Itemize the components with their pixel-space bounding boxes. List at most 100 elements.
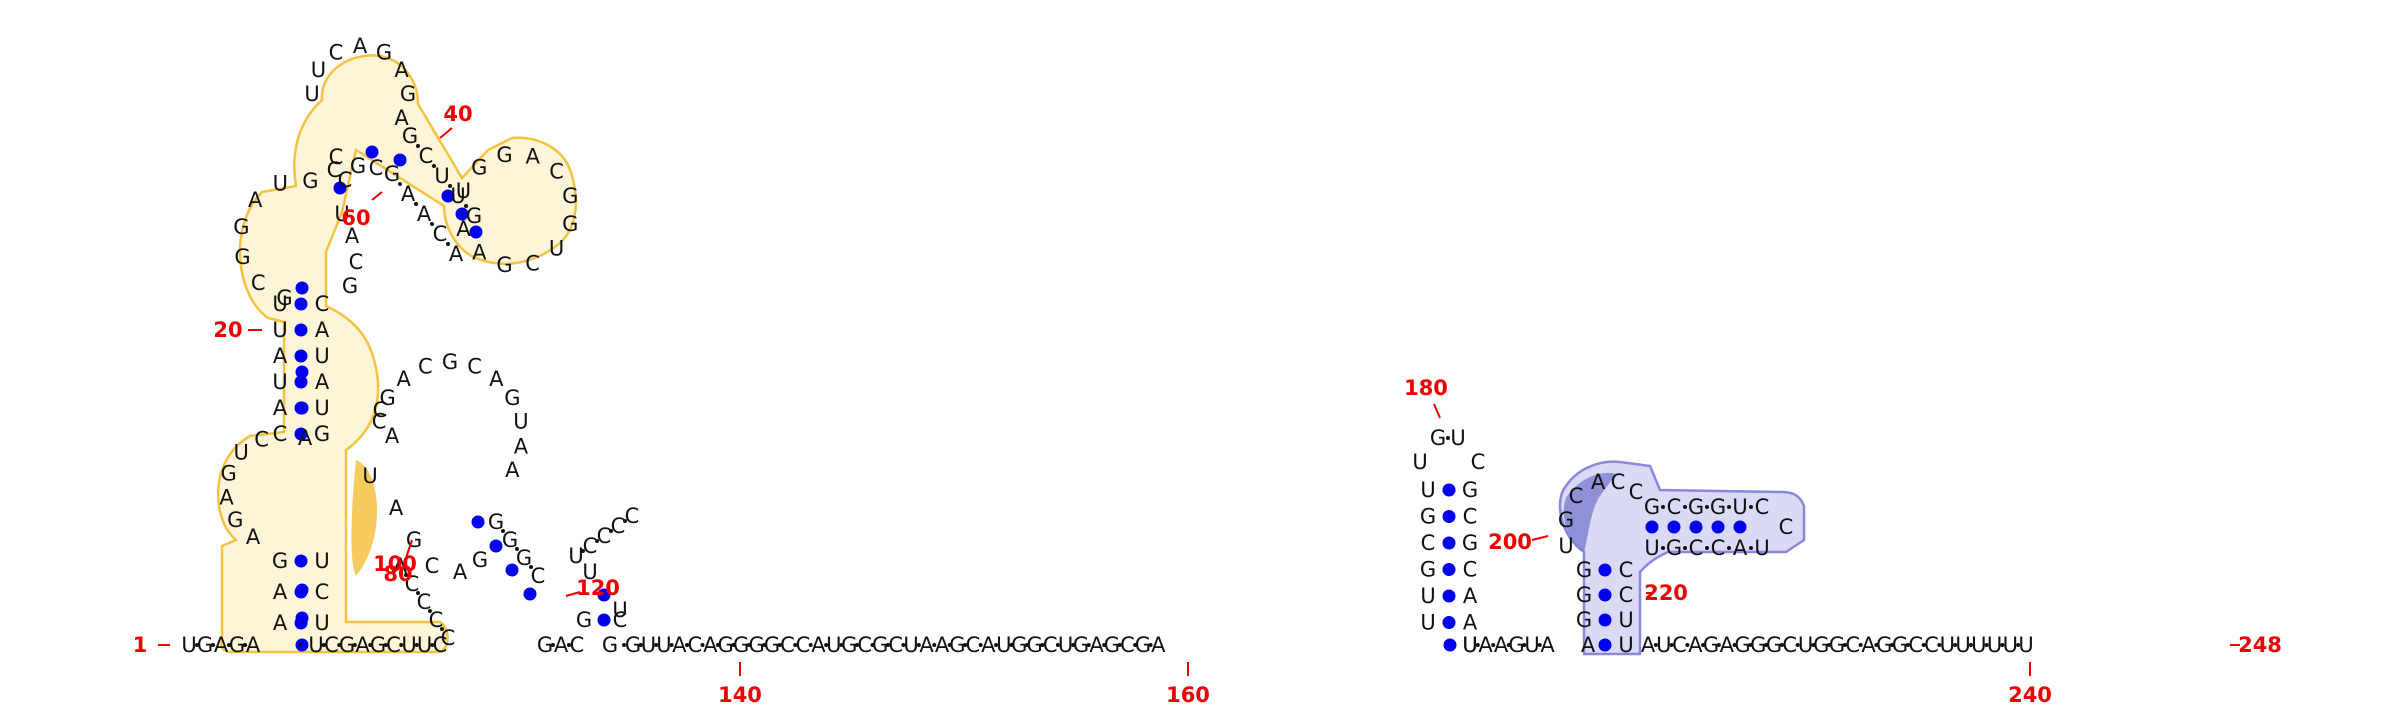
nucleotide: A — [246, 633, 261, 657]
nucleotide: A — [489, 367, 504, 391]
backbone-link — [1009, 643, 1014, 647]
backbone-link — [793, 643, 798, 647]
nucleotide: C — [315, 292, 330, 316]
arm-nucleotide: C — [1755, 495, 1770, 519]
nucleotide: A — [1581, 633, 1596, 657]
nucleotide: C — [329, 40, 344, 64]
backbone-nucleotide: G — [1876, 633, 1892, 657]
number-tick — [1433, 403, 1441, 419]
nucleotide: U — [513, 409, 528, 433]
backbone-link — [947, 643, 952, 647]
position-number: 100 — [373, 552, 417, 576]
base-pair-layer — [294, 145, 1747, 652]
backbone-link — [1827, 643, 1832, 647]
nucleotide: A — [246, 525, 261, 549]
backbone-link — [432, 164, 436, 168]
nucleotide: C — [597, 524, 612, 548]
backbone-nucleotide: G — [1813, 633, 1829, 657]
backbone-link — [446, 242, 450, 246]
backbone-nucleotide: A — [672, 633, 687, 657]
stem-nucleotide: C — [1619, 558, 1634, 582]
nucleotide: U — [456, 179, 471, 203]
stem-nucleotide: U — [1420, 611, 1435, 635]
nucleotide: U — [568, 544, 583, 568]
backbone-link — [464, 204, 468, 208]
nucleotide: A — [273, 611, 288, 635]
stem-nucleotide: U — [1558, 534, 1573, 558]
nucleotide: A — [315, 318, 330, 342]
nucleotide: G — [227, 508, 243, 532]
base-pair-dot — [295, 611, 309, 625]
backbone-link — [1683, 546, 1687, 550]
position-number: 140 — [718, 683, 762, 707]
nucleotide: U — [434, 164, 449, 188]
arm-nucleotide: A — [1733, 536, 1748, 560]
nucleotide: A — [514, 435, 529, 459]
backbone-nucleotide: G — [841, 633, 857, 657]
backbone-link — [1779, 643, 1784, 647]
backbone-link — [416, 144, 420, 148]
nucleotide: C — [467, 354, 482, 378]
loop-nucleotide: G — [1430, 426, 1446, 450]
backbone-nucleotide: G — [764, 633, 780, 657]
nucleotide: U — [612, 598, 627, 622]
backbone-link — [337, 643, 342, 647]
backbone-nucleotide: U — [1987, 633, 2002, 657]
backbone-link — [700, 643, 705, 647]
nucleotide: C — [386, 633, 401, 657]
backbone-nucleotide: G — [1829, 633, 1845, 657]
backbone-nucleotide: A — [1540, 633, 1555, 657]
backbone-link — [398, 182, 402, 186]
backbone-link — [824, 643, 829, 647]
backbone-nucleotide: U — [2003, 633, 2018, 657]
nucleotide: C — [329, 145, 344, 169]
backbone-nucleotide: C — [1908, 633, 1923, 657]
backbone-link — [870, 643, 875, 647]
stem-nucleotide: G — [1420, 558, 1436, 582]
yellow-highlight-accent — [351, 460, 378, 576]
arm-nucleotide: G — [1710, 495, 1726, 519]
nucleotide: G — [504, 386, 520, 410]
backbone-link — [777, 643, 782, 647]
nucleotide: U — [334, 202, 349, 226]
backbone-link — [1749, 546, 1753, 550]
base-pair-dot — [393, 153, 407, 167]
nucleotide: A — [315, 370, 330, 394]
loop-nucleotide: C — [1629, 480, 1644, 504]
backbone-link — [1086, 643, 1091, 647]
position-number: 80 — [383, 562, 412, 586]
base-pair-dot — [455, 207, 469, 221]
backbone-link — [2016, 643, 2021, 647]
nucleotide: G — [400, 82, 416, 106]
backbone-link — [414, 643, 419, 647]
backbone-link — [383, 643, 388, 647]
nucleotide: G — [496, 143, 512, 167]
nucleotide: G — [471, 156, 487, 180]
nucleotide: G — [496, 253, 512, 277]
backbone-link — [1984, 643, 1989, 647]
backbone-link — [195, 643, 199, 647]
backbone-link — [399, 643, 404, 647]
arm-nucleotide: U — [1644, 536, 1659, 560]
backbone-link — [414, 202, 418, 206]
nucleotide: G — [562, 184, 578, 208]
backbone-link — [1491, 643, 1496, 647]
nucleotide: G — [380, 386, 396, 410]
backbone-nucleotide: U — [1971, 633, 1986, 657]
nucleotide: G — [342, 274, 358, 298]
loop-nucleotide: A — [1591, 470, 1606, 494]
nucleotide: C — [338, 168, 353, 192]
nucleotide: U — [314, 396, 329, 420]
nucleotide: C — [315, 580, 330, 604]
nucleotide: C — [369, 156, 384, 180]
backbone-link — [567, 643, 571, 647]
nucleotide: A — [449, 242, 464, 266]
nucleotide: C — [254, 427, 269, 451]
backbone-link — [762, 643, 767, 647]
nucleotide: A — [273, 396, 288, 420]
backbone-link — [1102, 643, 1107, 647]
blue-highlight-region — [1558, 460, 1806, 656]
backbone-link — [428, 609, 432, 613]
backbone-link — [1537, 643, 1542, 647]
nucleotide: A — [417, 202, 432, 226]
